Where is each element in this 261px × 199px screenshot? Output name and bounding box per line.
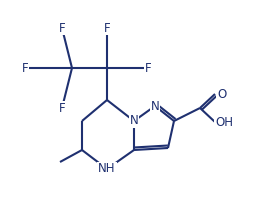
Text: N: N (151, 100, 159, 112)
Text: O: O (217, 88, 227, 100)
Text: F: F (104, 21, 110, 34)
Text: F: F (145, 61, 151, 74)
Text: N: N (130, 114, 138, 128)
Text: OH: OH (215, 115, 233, 129)
Text: F: F (22, 61, 28, 74)
Text: F: F (59, 101, 65, 114)
Text: NH: NH (98, 163, 116, 176)
Text: F: F (59, 21, 65, 34)
